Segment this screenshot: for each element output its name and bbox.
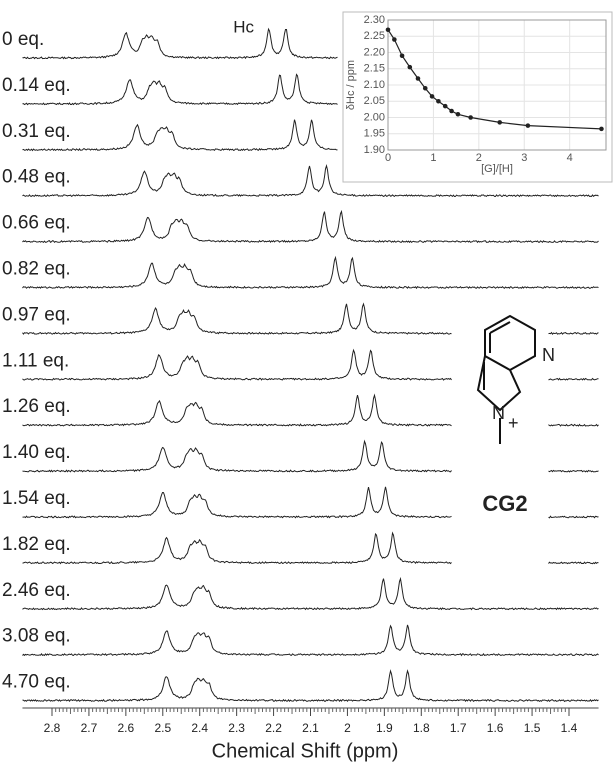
series-label: 0.48 eq. bbox=[2, 167, 71, 188]
data-point bbox=[399, 53, 405, 59]
y-tick-label: 1.95 bbox=[364, 128, 385, 140]
x-tick-label: 2.8 bbox=[44, 721, 61, 735]
spectrum-trace bbox=[22, 27, 338, 60]
x-tick-label: 2.7 bbox=[81, 721, 98, 735]
series-label: 0.82 eq. bbox=[2, 259, 71, 280]
series-label: 4.70 eq. bbox=[2, 672, 71, 693]
spectrum-trace bbox=[22, 73, 338, 106]
y-tick-label: 2.25 bbox=[364, 30, 385, 42]
y-tick-label: 1.90 bbox=[364, 144, 385, 156]
spectrum-trace bbox=[22, 255, 599, 290]
data-point bbox=[442, 103, 448, 109]
data-point bbox=[392, 37, 397, 42]
x-tick-label: 1.5 bbox=[524, 721, 541, 735]
data-point bbox=[407, 64, 413, 70]
x-tick-label: 1.7 bbox=[450, 721, 467, 735]
data-point bbox=[525, 123, 531, 128]
y-tick-label: 2.15 bbox=[364, 63, 385, 75]
x-tick-label: 2.3 bbox=[228, 721, 245, 735]
data-point bbox=[497, 120, 503, 125]
spectrum-trace bbox=[22, 439, 599, 473]
double-bond bbox=[489, 321, 511, 334]
series-label: 2.46 eq. bbox=[2, 580, 71, 601]
atom-label: N bbox=[542, 345, 555, 365]
data-point bbox=[449, 108, 454, 114]
x-tick-label: 1.6 bbox=[487, 721, 504, 735]
data-point bbox=[429, 94, 435, 99]
data-point bbox=[422, 85, 428, 91]
x-tick-label: 1.4 bbox=[561, 721, 578, 735]
x-tick-label: 1 bbox=[430, 152, 436, 164]
imidazole-ring bbox=[476, 355, 522, 412]
structure bbox=[476, 314, 536, 444]
data-point bbox=[436, 98, 441, 104]
y-axis-title: δHc / ppm bbox=[345, 60, 357, 110]
data-point bbox=[599, 126, 604, 132]
data-point bbox=[468, 115, 473, 120]
y-tick-label: 2.10 bbox=[364, 79, 385, 91]
x-tick-label: 3 bbox=[521, 152, 527, 164]
spectrum-trace bbox=[22, 576, 599, 611]
peak-label: Hc bbox=[233, 17, 254, 36]
series-label: 0.14 eq. bbox=[2, 75, 71, 96]
spectrum-trace bbox=[22, 302, 599, 336]
spectrum-trace bbox=[22, 669, 599, 703]
series-label: 0.97 eq. bbox=[2, 304, 71, 325]
series-label: 3.08 eq. bbox=[2, 626, 71, 647]
data-point bbox=[385, 27, 391, 33]
series-label: 1.26 eq. bbox=[2, 396, 71, 417]
spectrum-trace bbox=[22, 209, 599, 244]
spectrum-trace bbox=[22, 624, 599, 657]
atom-label: N bbox=[492, 403, 505, 423]
x-axis-title: [G]/[H] bbox=[481, 163, 513, 175]
x-tick-label: 2 bbox=[476, 152, 482, 164]
series-label: 0 eq. bbox=[2, 29, 44, 50]
data-point bbox=[415, 76, 421, 81]
spectrum-trace bbox=[22, 531, 599, 565]
spectrum-trace bbox=[22, 486, 599, 519]
plot-frame bbox=[387, 19, 607, 151]
x-tick-label: 1.9 bbox=[376, 721, 393, 735]
series-label: 1.11 eq. bbox=[2, 350, 69, 371]
series-label: 1.82 eq. bbox=[2, 534, 71, 555]
x-axis-title: Chemical Shift (ppm) bbox=[212, 740, 399, 762]
y-tick-label: 2.30 bbox=[364, 14, 385, 26]
series-label: 1.54 eq. bbox=[2, 488, 71, 509]
spectrum-trace bbox=[22, 393, 599, 427]
x-tick-label: 2.6 bbox=[118, 721, 135, 735]
y-tick-label: 2.20 bbox=[364, 46, 385, 58]
y-tick-label: 2.00 bbox=[364, 111, 385, 123]
x-tick-label: 1.8 bbox=[413, 721, 430, 735]
x-tick-label: 2 bbox=[344, 721, 351, 735]
x-tick-label: 2.4 bbox=[191, 721, 208, 735]
x-tick-label: 2.2 bbox=[265, 721, 282, 735]
x-tick-label: 2.5 bbox=[154, 721, 171, 735]
charge-label: + bbox=[508, 413, 519, 433]
spectrum-trace bbox=[22, 163, 599, 198]
compound-label: CG2 bbox=[482, 491, 527, 516]
pyridine-ring bbox=[484, 314, 536, 372]
y-tick-label: 2.05 bbox=[364, 95, 385, 107]
spectrum-trace bbox=[22, 348, 599, 381]
x-tick-label: 4 bbox=[567, 152, 573, 164]
data-point bbox=[455, 111, 461, 117]
series-label: 0.66 eq. bbox=[2, 213, 71, 234]
series-label: 1.40 eq. bbox=[2, 442, 71, 463]
x-tick-label: 2.1 bbox=[302, 721, 319, 735]
x-tick-label: 0 bbox=[385, 152, 391, 164]
series-label: 0.31 eq. bbox=[2, 121, 71, 142]
spectrum-trace bbox=[22, 119, 338, 152]
